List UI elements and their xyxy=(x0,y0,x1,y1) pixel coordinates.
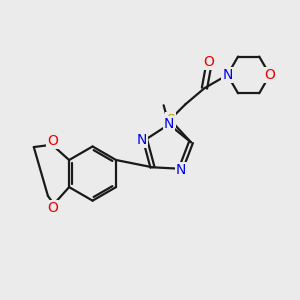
Text: O: O xyxy=(47,134,58,148)
Text: N: N xyxy=(222,68,233,82)
Text: O: O xyxy=(203,55,214,69)
Text: N: N xyxy=(136,133,147,147)
Text: N: N xyxy=(164,117,174,131)
Text: O: O xyxy=(47,201,58,215)
Text: N: N xyxy=(176,163,186,177)
Text: O: O xyxy=(264,68,275,82)
Text: S: S xyxy=(166,113,174,127)
